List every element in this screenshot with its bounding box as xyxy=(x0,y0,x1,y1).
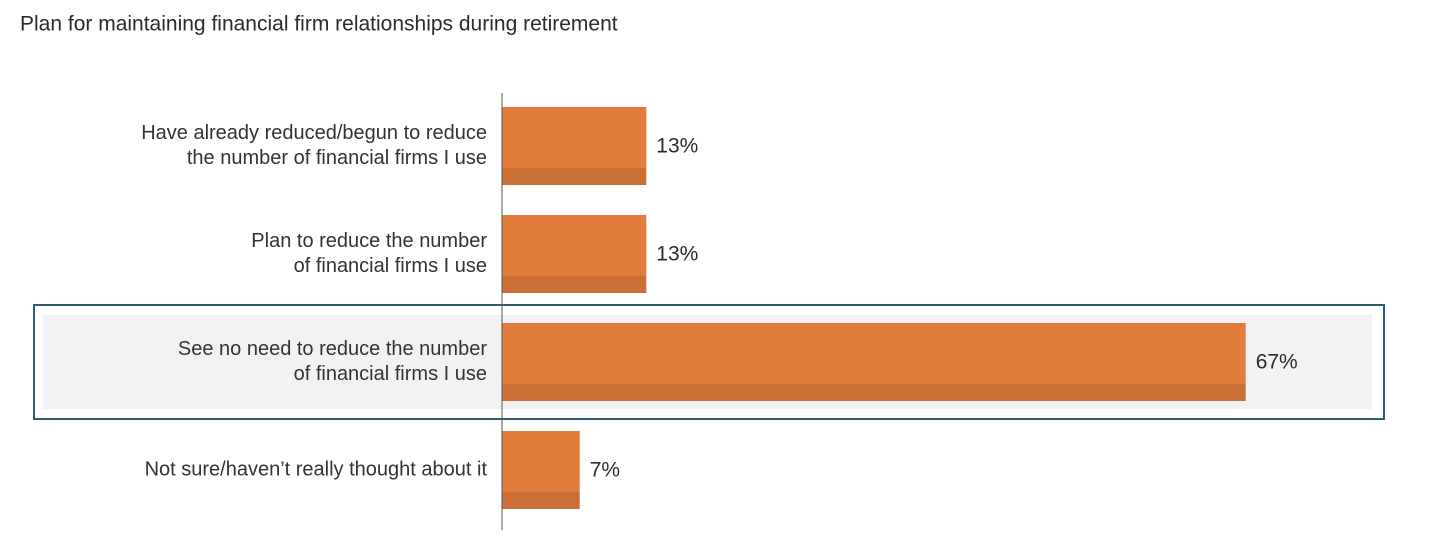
bar xyxy=(502,323,1246,401)
value-label: 13% xyxy=(656,243,698,266)
chart-title: Plan for maintaining financial firm rela… xyxy=(20,13,618,36)
bar-body xyxy=(502,107,647,185)
bar xyxy=(502,107,647,185)
bar-body xyxy=(502,215,647,293)
value-label: 67% xyxy=(1256,351,1298,374)
category-label: of financial firms I use xyxy=(294,363,487,385)
highlight-box xyxy=(33,304,1385,420)
bar-shade xyxy=(502,275,647,293)
category-label: of financial firms I use xyxy=(294,255,487,277)
category-label: Have already reduced/begun to reduce xyxy=(141,122,487,144)
bar xyxy=(502,431,580,509)
category-label: Not sure/haven’t really thought about it xyxy=(145,458,488,480)
category-label: the number of financial firms I use xyxy=(187,147,487,169)
bar-body xyxy=(502,431,580,509)
bar-shade xyxy=(502,167,647,185)
value-label: 13% xyxy=(656,135,698,158)
bar xyxy=(502,215,647,293)
value-label: 7% xyxy=(590,459,620,482)
bar-shade xyxy=(502,491,580,509)
bar-shade xyxy=(502,383,1246,401)
category-label: Plan to reduce the number xyxy=(251,230,487,252)
bar-body xyxy=(502,323,1246,401)
category-label: See no need to reduce the number xyxy=(178,338,487,360)
